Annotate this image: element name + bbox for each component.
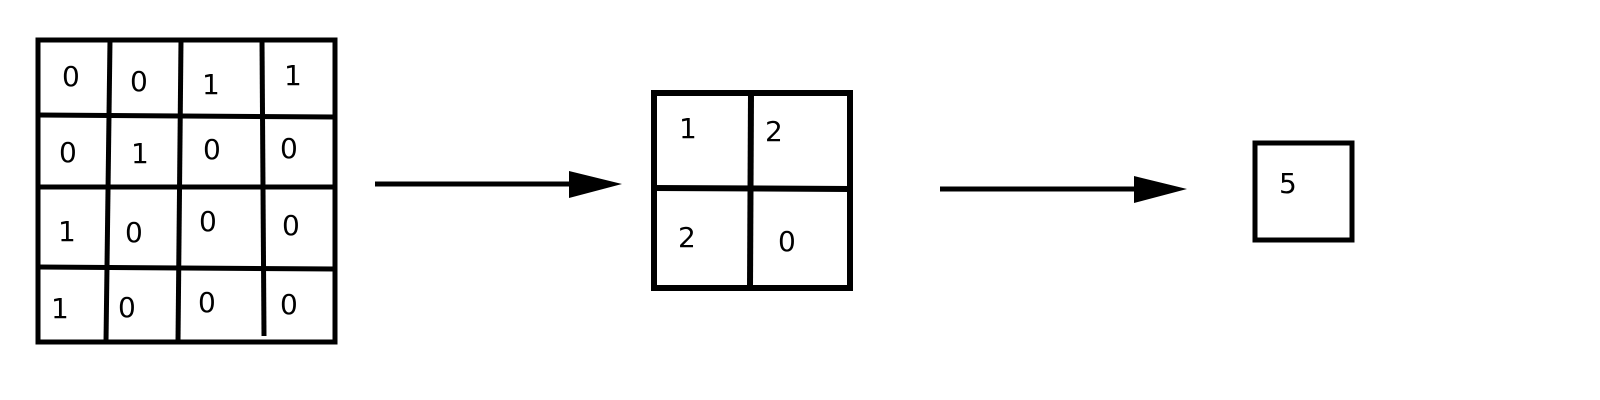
cell-r0-c2: 1 bbox=[202, 68, 220, 101]
cell-r1-c3: 0 bbox=[280, 132, 298, 165]
grid-4x4-values: 0 0 1 1 0 1 0 0 1 0 0 0 1 0 0 0 bbox=[51, 59, 302, 325]
arrow-right-icon bbox=[375, 171, 622, 198]
cell-r2-c0: 1 bbox=[58, 215, 76, 248]
cell-r3-c1: 0 bbox=[118, 291, 136, 324]
cell-r2-c3: 0 bbox=[282, 209, 300, 242]
cell2-r1-c0: 2 bbox=[678, 221, 696, 254]
cell-r0-c0: 0 bbox=[62, 60, 80, 93]
cell-r3-c0: 1 bbox=[51, 292, 69, 325]
grid-2x2 bbox=[651, 90, 853, 291]
cell2-r0-c0: 1 bbox=[679, 112, 697, 145]
cell2-r1-c1: 0 bbox=[778, 225, 796, 258]
cell-r2-c2: 0 bbox=[199, 205, 217, 238]
cell-r1-c1: 1 bbox=[131, 137, 149, 170]
grid-4x4-hline bbox=[37, 112, 336, 120]
grid-4x4-vline bbox=[175, 39, 184, 343]
cell-r0-c1: 0 bbox=[130, 65, 148, 98]
cell-r3-c2: 0 bbox=[198, 286, 216, 319]
grid-4x4 bbox=[35, 37, 338, 345]
cell-r2-c1: 0 bbox=[125, 216, 143, 249]
grid-4x4-vline bbox=[103, 39, 113, 343]
grid-4x4-border bbox=[35, 37, 338, 345]
grid-1x1-border bbox=[1252, 140, 1355, 243]
grid-1x1: 5 bbox=[1252, 140, 1355, 243]
grid-4x4-hline bbox=[37, 264, 336, 272]
cell3-r0-c0: 5 bbox=[1279, 167, 1297, 200]
cell-r1-c2: 0 bbox=[203, 133, 221, 166]
cell-r3-c3: 0 bbox=[280, 288, 298, 321]
cell2-r0-c1: 2 bbox=[765, 115, 783, 148]
grid-2x2-hline bbox=[653, 185, 851, 192]
cell-r0-c3: 1 bbox=[284, 59, 302, 92]
arrow-right-icon bbox=[940, 176, 1187, 203]
cell-r1-c0: 0 bbox=[59, 136, 77, 169]
grid-2x2-values: 1 2 2 0 bbox=[678, 112, 796, 258]
